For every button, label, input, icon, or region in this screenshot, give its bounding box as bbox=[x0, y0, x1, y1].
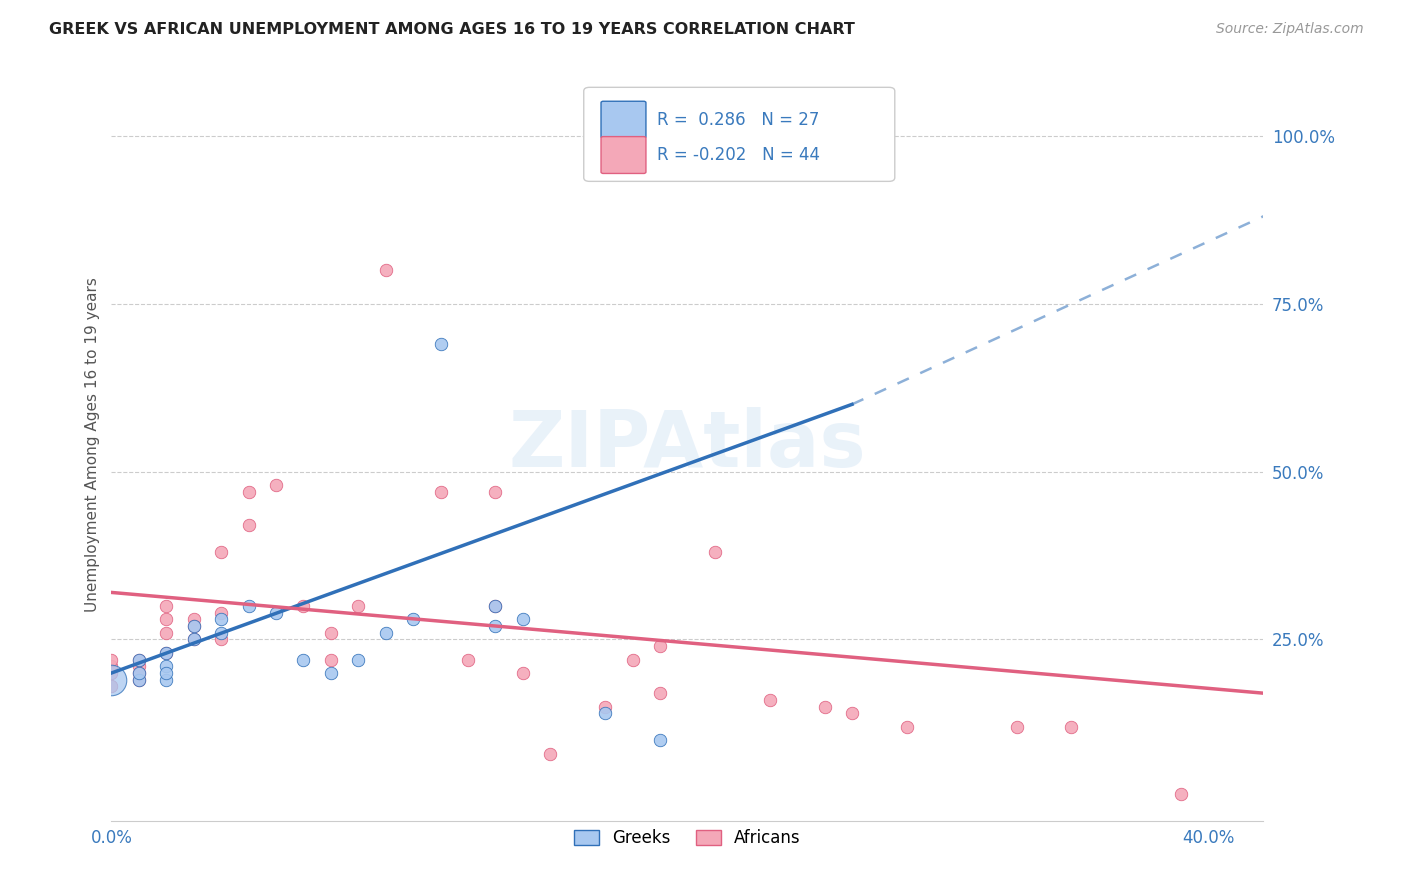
Y-axis label: Unemployment Among Ages 16 to 19 years: Unemployment Among Ages 16 to 19 years bbox=[86, 277, 100, 612]
Text: Source: ZipAtlas.com: Source: ZipAtlas.com bbox=[1216, 22, 1364, 37]
Text: GREEK VS AFRICAN UNEMPLOYMENT AMONG AGES 16 TO 19 YEARS CORRELATION CHART: GREEK VS AFRICAN UNEMPLOYMENT AMONG AGES… bbox=[49, 22, 855, 37]
Text: R = -0.202   N = 44: R = -0.202 N = 44 bbox=[658, 146, 821, 164]
FancyBboxPatch shape bbox=[600, 102, 645, 138]
Text: ZIPAtlas: ZIPAtlas bbox=[509, 407, 866, 483]
FancyBboxPatch shape bbox=[583, 87, 894, 181]
Legend: Greeks, Africans: Greeks, Africans bbox=[568, 822, 807, 854]
Text: R =  0.286   N = 27: R = 0.286 N = 27 bbox=[658, 111, 820, 128]
FancyBboxPatch shape bbox=[600, 136, 645, 173]
